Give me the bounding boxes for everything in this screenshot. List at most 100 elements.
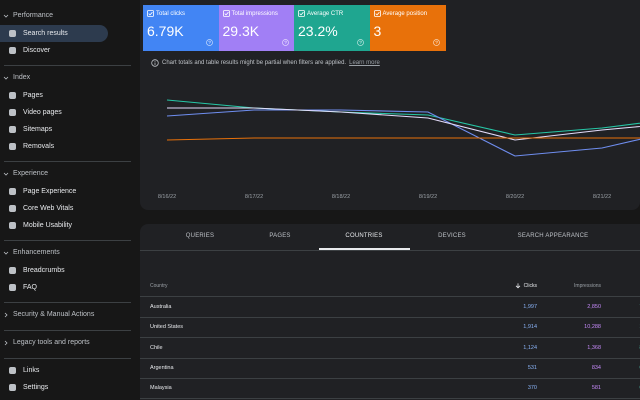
section-label: Enhancements — [13, 249, 60, 256]
nav-item[interactable]: Core Web Vitals — [0, 200, 108, 217]
help-icon — [281, 39, 289, 46]
row-line — [140, 377, 640, 379]
chevron — [4, 312, 8, 318]
divider — [4, 155, 131, 162]
nav-item[interactable]: Removals — [0, 138, 108, 155]
nav-icon — [9, 222, 16, 229]
section-label: Security & Manual Actions — [13, 311, 95, 318]
metric-label: Average position — [373, 10, 442, 17]
tab[interactable]: DEVICES — [438, 233, 466, 239]
chevron — [3, 14, 9, 18]
nav-label: Mobile Usability — [23, 222, 73, 229]
table-cell: 1,124 — [523, 344, 537, 351]
x-tick-label: 8/21/22 — [593, 194, 611, 200]
divider — [4, 234, 131, 241]
notice-text: Chart totals and table results might be … — [162, 60, 347, 66]
checkbox — [298, 10, 305, 17]
nav-icon — [9, 30, 16, 37]
nav-icon — [9, 47, 16, 54]
nav-item[interactable]: Page Experience — [0, 183, 108, 200]
column-header-text: Impressions — [574, 283, 601, 289]
nav-item[interactable]: FAQ — [0, 279, 108, 296]
metric-card[interactable]: Average CTR 23.2% — [294, 5, 370, 51]
nav-item[interactable]: Pages — [0, 87, 108, 104]
nav-icon — [9, 367, 16, 374]
nav-item[interactable]: Video pages — [0, 104, 108, 121]
section-title[interactable]: Experience — [0, 165, 135, 183]
section-label: Experience — [13, 170, 49, 177]
nav-item[interactable]: Discover — [0, 42, 108, 59]
table-cell: 531 — [527, 364, 537, 371]
nav-item[interactable]: Mobile Usability — [0, 217, 108, 234]
sidebar: Performance Search results Discover Index Pa… — [0, 7, 135, 396]
section-label: Index — [13, 74, 31, 81]
metric-card[interactable]: Average position 3 — [369, 5, 446, 51]
table-cell: Argentina — [150, 364, 174, 371]
metric-value: 29.3K — [222, 23, 260, 39]
nav-icon — [9, 284, 16, 291]
nav-item[interactable]: Sitemaps — [0, 121, 108, 138]
series-line — [166, 137, 640, 141]
nav-icon — [9, 143, 16, 150]
chevron — [3, 76, 9, 80]
row-line — [140, 357, 640, 359]
learn-more-link[interactable]: Learn more — [349, 60, 380, 66]
series-line — [166, 99, 640, 136]
sort-arrow — [515, 283, 520, 289]
tab-underline — [319, 248, 410, 250]
table-cell: Malaysia — [150, 385, 172, 392]
divider — [4, 296, 131, 303]
nav-icon — [9, 188, 16, 195]
nav-label: Settings — [23, 384, 49, 391]
nav-item[interactable]: Search results — [0, 25, 108, 42]
chevron — [3, 172, 9, 176]
column-header-text: Country — [150, 283, 168, 289]
metric-value: 3 — [373, 23, 382, 39]
nav-icon — [9, 267, 16, 274]
series-line — [166, 109, 640, 157]
checkbox — [147, 10, 154, 17]
section-title[interactable]: Security & Manual Actions — [0, 306, 135, 324]
tab[interactable]: PAGES — [269, 233, 291, 239]
nav-icon — [9, 109, 16, 116]
column-header[interactable]: Impressions — [574, 283, 601, 289]
row-line — [140, 398, 640, 400]
nav-label: Removals — [23, 143, 55, 150]
x-tick-label: 8/19/22 — [419, 194, 437, 200]
section-label: Legacy tools and reports — [13, 339, 90, 346]
tab-divider — [140, 250, 640, 251]
help-icon — [357, 39, 364, 46]
table-cell: 370 — [527, 385, 537, 392]
section-title[interactable]: Enhancements — [0, 244, 135, 262]
column-header[interactable]: Clicks — [515, 283, 537, 289]
metric-card[interactable]: Total clicks 6.79K — [143, 5, 219, 51]
table-cell: 581 — [591, 385, 601, 392]
nav-item[interactable]: Settings — [0, 379, 108, 396]
header-line — [140, 296, 640, 297]
metric-label: Total clicks — [147, 10, 215, 17]
metric-card[interactable]: Total impressions 29.3K — [218, 5, 295, 51]
metric-label-text: Total clicks — [156, 11, 186, 17]
section-label: Performance — [13, 12, 54, 19]
table-cell: 10,288 — [584, 324, 601, 331]
table-cell: 2,850 — [587, 304, 601, 310]
tab[interactable]: COUNTRIES — [345, 233, 383, 239]
chevron — [4, 340, 8, 346]
table-cell: 1,997 — [523, 304, 537, 310]
nav-label: Pages — [23, 92, 43, 99]
nav-item[interactable]: Breadcrumbs — [0, 262, 108, 279]
metric-value: 23.2% — [298, 23, 338, 39]
column-header[interactable]: Country — [150, 283, 168, 289]
table-cell: 1,914 — [523, 324, 537, 331]
nav-item[interactable]: Links — [0, 362, 108, 379]
info-icon — [151, 59, 159, 67]
tab[interactable]: QUERIES — [185, 233, 215, 239]
nav-label: Video pages — [23, 109, 62, 116]
trend-chart: 8/16/22 8/17/22 8/18/22 8/19/22 8/20/22 8/21/… — [158, 99, 640, 200]
tab[interactable]: SEARCH APPEARANCE — [517, 233, 589, 239]
nav-label: Search results — [23, 30, 68, 37]
section-title[interactable]: Index — [0, 69, 135, 87]
section-title[interactable]: Legacy tools and reports — [0, 334, 135, 352]
section-title[interactable]: Performance — [0, 7, 135, 25]
x-tick-label: 8/17/22 — [245, 194, 263, 200]
